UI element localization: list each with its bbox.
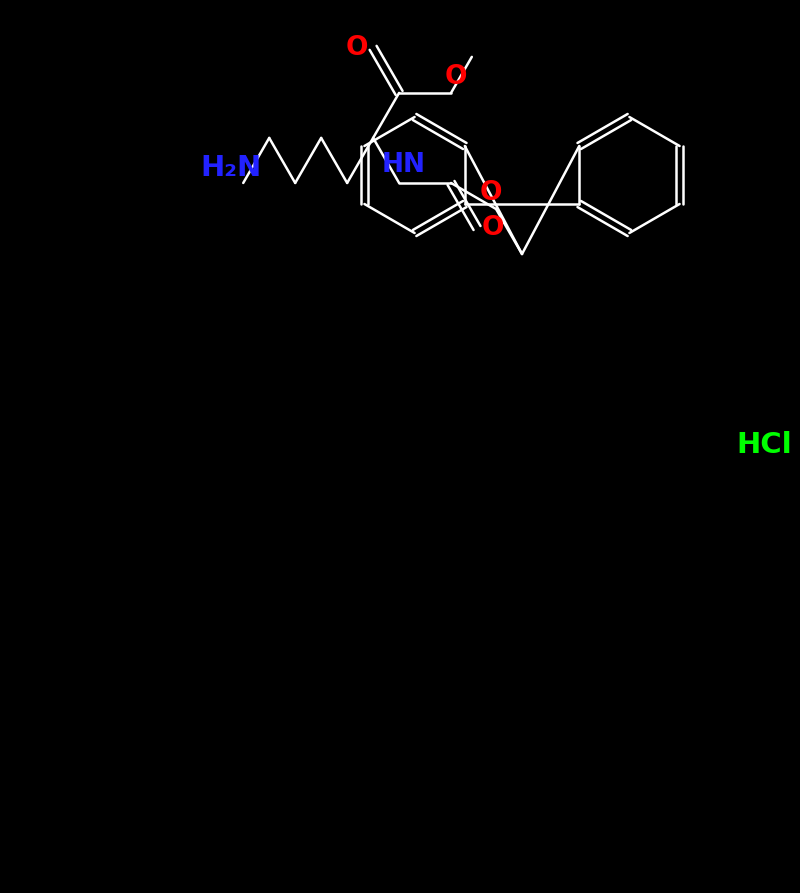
Text: H₂N: H₂N <box>201 154 262 182</box>
Text: O: O <box>480 180 502 206</box>
Text: HCl: HCl <box>737 431 792 459</box>
Text: O: O <box>482 215 504 241</box>
Text: HN: HN <box>382 152 426 178</box>
Text: O: O <box>445 64 467 90</box>
Text: O: O <box>346 35 368 61</box>
